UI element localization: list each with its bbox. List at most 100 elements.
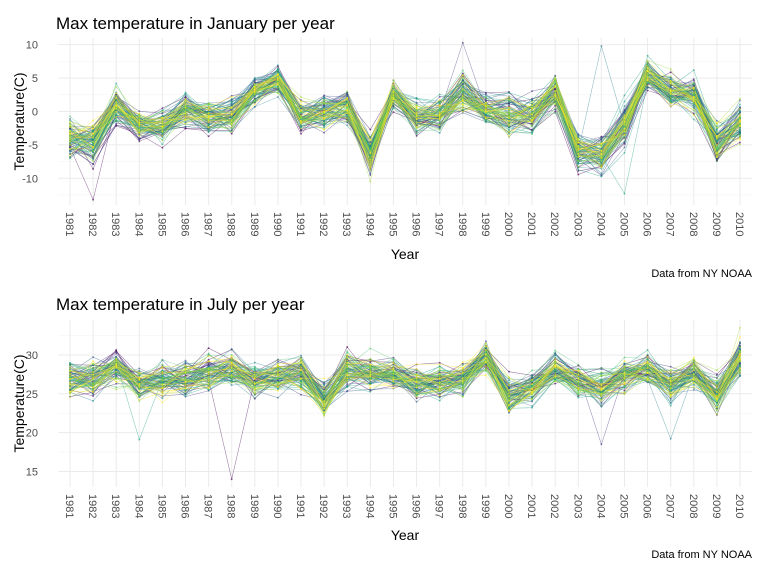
y-tick-label: -5 <box>28 140 38 152</box>
data-point <box>416 114 418 116</box>
data-point <box>138 439 140 441</box>
data-point <box>277 397 279 399</box>
data-point <box>739 130 741 132</box>
data-point <box>647 85 649 87</box>
data-point <box>577 160 579 162</box>
data-point <box>208 112 210 114</box>
data-point <box>624 94 626 96</box>
data-point <box>716 150 718 152</box>
data-point <box>277 92 279 94</box>
x-tick-label: 2003 <box>571 212 583 236</box>
data-point <box>739 108 741 110</box>
data-point <box>462 364 464 366</box>
data-point <box>115 114 117 116</box>
data-point <box>739 364 741 366</box>
x-tick-label: 1993 <box>340 212 352 236</box>
data-point <box>208 108 210 110</box>
data-point <box>624 362 626 364</box>
y-tick-label: -10 <box>22 173 38 185</box>
x-tick-label: 1986 <box>179 212 191 236</box>
data-point <box>439 124 441 126</box>
data-point <box>624 146 626 148</box>
data-point <box>508 115 510 117</box>
data-point <box>577 142 579 144</box>
data-point <box>647 82 649 84</box>
data-point <box>600 153 602 155</box>
data-point <box>439 118 441 120</box>
data-point <box>323 118 325 120</box>
data-point <box>346 109 348 111</box>
data-point <box>531 108 533 110</box>
data-point <box>508 117 510 119</box>
data-point <box>670 82 672 84</box>
data-point <box>439 96 441 98</box>
data-point <box>392 91 394 93</box>
data-point <box>554 95 556 97</box>
data-point <box>577 174 579 176</box>
data-point <box>392 97 394 99</box>
x-tick-label: 1987 <box>202 212 214 236</box>
x-tick-label: 1997 <box>433 212 445 236</box>
data-point <box>693 100 695 102</box>
data-point <box>577 133 579 135</box>
data-point <box>115 386 117 388</box>
data-point <box>600 378 602 380</box>
data-point <box>69 141 71 143</box>
data-point <box>670 68 672 70</box>
data-point <box>739 119 741 121</box>
data-point <box>277 77 279 79</box>
data-point <box>115 82 117 84</box>
x-tick-label: 2000 <box>502 212 514 236</box>
data-point <box>323 111 325 113</box>
data-point <box>716 156 718 158</box>
data-point <box>185 126 187 128</box>
data-point <box>485 102 487 104</box>
x-tick-label: 2005 <box>617 212 629 236</box>
data-point <box>208 119 210 121</box>
data-point <box>577 153 579 155</box>
data-point <box>462 69 464 71</box>
data-point <box>323 127 325 129</box>
data-point <box>369 347 371 349</box>
data-point <box>600 403 602 405</box>
data-point <box>69 136 71 138</box>
data-point <box>346 120 348 122</box>
data-point <box>346 105 348 107</box>
data-point <box>92 160 94 162</box>
data-point <box>531 119 533 121</box>
data-point <box>277 74 279 76</box>
data-point <box>346 383 348 385</box>
data-point <box>231 117 233 119</box>
data-point <box>439 106 441 108</box>
data-point <box>716 153 718 155</box>
data-point <box>508 98 510 100</box>
data-point <box>577 364 579 366</box>
series-lines <box>70 43 740 200</box>
data-point <box>577 135 579 137</box>
data-point <box>670 93 672 95</box>
data-point <box>369 181 371 183</box>
data-point <box>346 118 348 120</box>
data-point <box>600 173 602 175</box>
data-point <box>439 132 441 134</box>
data-point <box>277 64 279 66</box>
data-point <box>693 118 695 120</box>
data-point <box>300 106 302 108</box>
data-point <box>92 356 94 358</box>
data-point <box>508 96 510 98</box>
data-point <box>69 115 71 117</box>
data-point <box>439 99 441 101</box>
data-point <box>739 103 741 105</box>
x-tick-label: 2007 <box>664 212 676 236</box>
data-point <box>647 55 649 57</box>
data-point <box>693 79 695 81</box>
data-point <box>508 124 510 126</box>
x-tick-label: 2010 <box>733 212 745 236</box>
data-point <box>439 362 441 364</box>
x-tick-label: 1982 <box>86 212 98 236</box>
data-point <box>693 389 695 391</box>
data-point <box>462 42 464 44</box>
data-point <box>624 131 626 133</box>
x-tick-label: 2008 <box>687 212 699 236</box>
data-point <box>185 100 187 102</box>
